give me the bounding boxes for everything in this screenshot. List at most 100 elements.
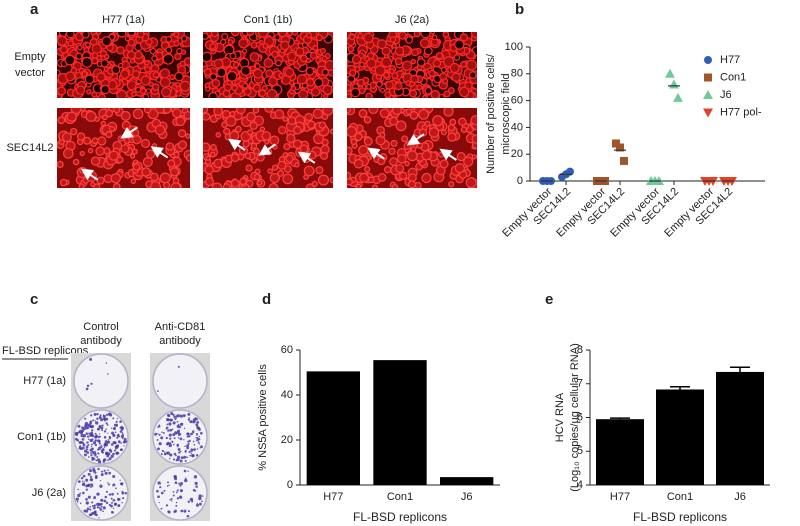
cell — [62, 132, 72, 143]
colony — [105, 490, 108, 493]
cell — [180, 35, 188, 42]
cell — [305, 32, 312, 39]
colony — [157, 481, 161, 485]
error-bar — [670, 386, 690, 390]
cell — [403, 142, 412, 151]
cell — [354, 132, 363, 142]
colony — [94, 432, 97, 435]
cell — [57, 86, 67, 96]
cell — [64, 54, 76, 66]
colony — [97, 427, 100, 431]
cell — [124, 35, 131, 42]
cell — [120, 69, 130, 79]
arrow — [120, 126, 138, 139]
cell — [75, 52, 83, 60]
colony — [158, 433, 161, 436]
colony — [164, 451, 166, 453]
colony — [94, 439, 98, 442]
cell — [151, 143, 158, 149]
cell — [395, 120, 407, 132]
cell — [173, 151, 180, 158]
cell — [175, 81, 181, 88]
colony — [192, 448, 196, 451]
cell — [466, 59, 477, 71]
cell — [229, 110, 236, 117]
cell — [306, 78, 315, 87]
cell — [322, 108, 333, 116]
colony — [189, 497, 194, 502]
colony — [196, 436, 199, 440]
cell — [162, 53, 174, 65]
y-tick-label: 4 — [577, 479, 583, 491]
cell — [185, 133, 190, 139]
colony — [91, 501, 94, 504]
colony — [172, 494, 175, 497]
colony — [168, 433, 172, 437]
colony — [163, 489, 166, 492]
colony — [108, 471, 112, 475]
colony — [112, 483, 116, 487]
colony — [188, 434, 191, 438]
cell — [162, 108, 172, 114]
colony — [91, 450, 94, 453]
cell — [95, 146, 105, 156]
colony — [93, 504, 97, 507]
cell — [321, 55, 328, 62]
cell — [447, 132, 457, 142]
cell — [167, 159, 176, 168]
cell — [418, 128, 428, 137]
colony — [158, 442, 162, 446]
cell — [275, 59, 282, 67]
cell — [321, 138, 329, 147]
y-axis-title: microscopic field — [500, 73, 512, 154]
arrow — [150, 146, 169, 159]
colony — [81, 438, 85, 441]
colony — [90, 443, 93, 446]
point — [612, 139, 620, 148]
row-label: H77 (1a) — [23, 375, 66, 387]
cell — [363, 116, 372, 124]
cell — [389, 157, 398, 166]
colony — [112, 433, 116, 437]
x-tick-label: Con1 — [387, 491, 413, 503]
colony — [87, 443, 90, 446]
colony — [75, 497, 79, 501]
colony — [169, 457, 171, 460]
colony — [112, 452, 115, 456]
colony — [99, 484, 103, 488]
colony — [166, 451, 170, 455]
x-tick-label: H77 — [610, 491, 630, 503]
cell — [267, 168, 273, 174]
colony — [121, 432, 124, 434]
cell — [358, 109, 368, 118]
colony — [200, 445, 203, 449]
colony — [119, 420, 122, 423]
colony — [94, 443, 98, 447]
cell — [454, 163, 465, 174]
colony — [198, 496, 202, 501]
colony — [124, 492, 128, 495]
legend-label: J6 — [720, 89, 732, 101]
cell — [102, 114, 108, 121]
cell — [322, 84, 333, 95]
cell — [151, 83, 160, 91]
cell — [87, 147, 94, 154]
cell — [211, 79, 221, 88]
colony — [107, 412, 112, 416]
colony — [170, 412, 174, 416]
colony — [107, 459, 109, 462]
cell — [310, 87, 321, 97]
colony — [167, 481, 169, 484]
colony — [112, 426, 117, 431]
colony — [84, 424, 87, 427]
cell — [57, 35, 68, 46]
cell — [416, 142, 423, 149]
colony — [89, 433, 93, 437]
colony — [196, 438, 199, 442]
cell — [170, 182, 182, 188]
cell — [230, 32, 240, 37]
colony — [90, 445, 93, 448]
colony — [116, 451, 120, 455]
colony — [97, 452, 99, 455]
cell — [295, 47, 305, 57]
